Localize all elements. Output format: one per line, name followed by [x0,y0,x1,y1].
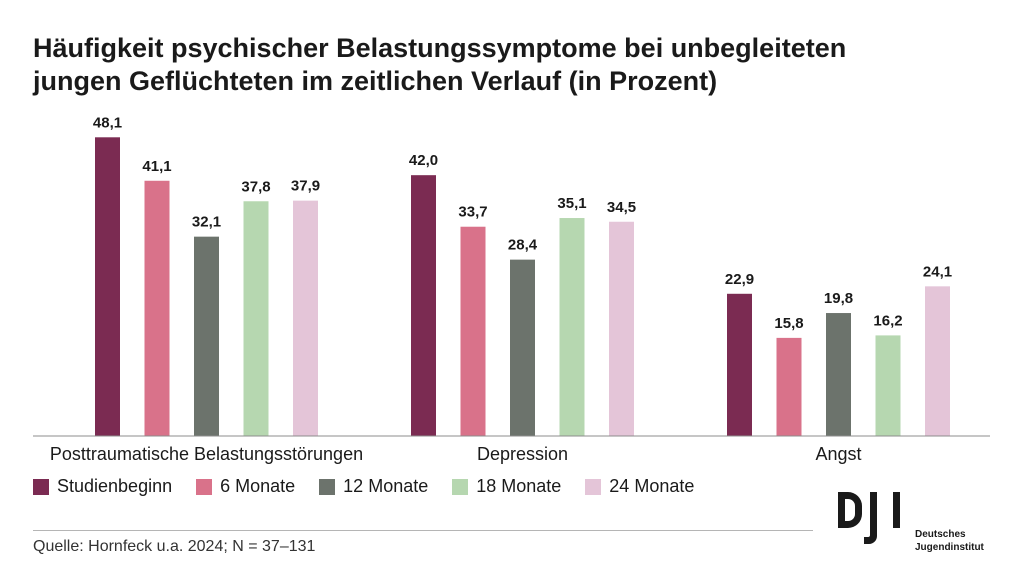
legend-item-3: 12 Monate [319,476,428,497]
bar-1-4 [243,201,269,436]
category-label-1: Posttraumatische Belastungsstörungen [50,444,363,464]
category-label-2: Depression [477,444,568,464]
data-label-2-2: 33,7 [458,204,487,221]
bar-3-1 [727,293,752,436]
data-label-1-3: 32,1 [192,214,221,231]
data-label-3-3: 19,8 [824,290,853,307]
data-label-2-4: 35,1 [557,195,586,212]
bar-3-3 [826,313,851,436]
bar-1-5 [293,200,318,436]
legend-label-5: 24 Monate [609,476,695,496]
bar-chart: 48,1 41,1 32,1 37,8 37,9 Posttraumatische Bel… [33,114,990,464]
legend-swatch-5 [585,478,602,495]
bar-3-4 [875,335,901,436]
data-label-1-4: 37,8 [241,178,270,195]
bar-2-3 [510,259,535,436]
chart-title-line-2: jungen Geflüchteten im zeitlichen Verlau… [33,66,718,96]
data-label-1-5: 37,9 [291,178,320,195]
legend-swatch-1 [33,478,49,495]
legend-swatch-3 [319,478,336,495]
legend-swatch-2 [196,478,213,495]
legend-item-4: 18 Monate [452,476,561,497]
source-note: Quelle: Hornfeck u.a. 2024; N = 37–131 [33,538,316,555]
bar-2-4 [559,218,585,436]
bar-2-1 [411,175,436,436]
data-label-1-1: 48,1 [93,114,122,131]
category-label-3: Angst [815,444,861,464]
data-label-3-2: 15,8 [774,315,803,332]
chart-title: Häufigkeit psychischer Belastungssymptom… [33,32,993,98]
bar-2-2 [460,226,486,436]
legend-label-1: Studienbeginn [57,476,173,496]
data-label-2-5: 34,5 [607,199,636,216]
legend-label-2: 6 Monate [220,476,296,496]
legend-item-2: 6 Monate [196,476,295,497]
legend-label-4: 18 Monate [476,476,562,496]
logo-line-1: Deutsches [915,529,966,540]
bar-1-2 [144,180,170,436]
legend-label-3: 12 Monate [343,476,429,496]
data-label-3-5: 24,1 [923,263,952,280]
source-divider [33,530,813,531]
data-label-1-2: 41,1 [142,158,171,175]
legend-item-5: 24 Monate [585,476,694,497]
bar-1-3 [194,236,219,436]
data-label-3-4: 16,2 [873,312,902,329]
legend-swatch-4 [452,478,469,495]
data-label-2-1: 42,0 [409,152,438,169]
bar-1-1 [95,137,120,436]
chart-title-line-1: Häufigkeit psychischer Belastungssymptom… [33,33,847,63]
bar-2-5 [609,221,634,436]
logo-wordmark: Deutsches Jugendinstitut [915,528,984,554]
data-label-2-3: 28,4 [508,237,538,254]
dji-logo [838,492,900,544]
bar-3-2 [776,337,802,436]
data-label-3-1: 22,9 [725,271,754,288]
legend: Studienbeginn 6 Monate 12 Monate 18 Monate 2… [33,476,694,497]
bar-3-5 [925,286,950,436]
logo-line-2: Jugendinstitut [915,542,984,553]
legend-item-1: Studienbeginn [33,476,172,497]
